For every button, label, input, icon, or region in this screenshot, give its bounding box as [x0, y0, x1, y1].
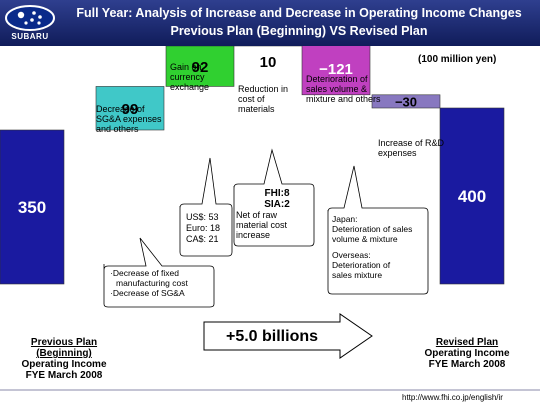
fx-callout-shape — [179, 157, 233, 257]
value-currency: 92 — [192, 59, 209, 76]
sales-callout-text: Japan: Deterioration of sales volume & m… — [332, 214, 413, 280]
value-rnd: −30 — [395, 94, 417, 109]
waterfall-chart: 350 99 92 10 −121 −30 400 — [0, 46, 540, 391]
pleiades-icon — [5, 5, 55, 31]
change-arrow-shape — [203, 313, 373, 359]
materials-callout-shape — [233, 148, 315, 247]
value-revised-plan: 400 — [458, 187, 486, 206]
revised-plan-label: Revised Plan Operating Income FYE March … — [424, 337, 510, 370]
footer-url[interactable]: http://www.fhi.co.jp/english/ir — [402, 393, 503, 402]
value-previous-plan: 350 — [18, 198, 46, 217]
bar-rnd — [371, 94, 441, 109]
materials-callout-text: FHI:8 SIA:2 Net of raw material cost inc… — [236, 188, 290, 240]
sales-callout-shape — [327, 165, 429, 295]
chart-title: Full Year: Analysis of Increase and Decr… — [76, 6, 522, 20]
bar-currency — [165, 46, 235, 87]
sga-callout-text: ·Decrease of fixed manufacturing cost ·D… — [110, 268, 188, 298]
total-change-label: +5.0 billions — [225, 328, 319, 345]
bar-sga — [95, 86, 165, 131]
previous-plan-label: Previous Plan (Beginning) Operating Inco… — [21, 337, 107, 381]
sga-callout-shape — [103, 237, 215, 308]
chart-subtitle: Previous Plan (Beginning) VS Revised Pla… — [170, 24, 428, 38]
label-currency: Gain on currency exchange — [170, 62, 210, 92]
value-sales: −121 — [319, 61, 353, 78]
value-materials: 10 — [260, 54, 277, 71]
label-sales: Deterioration of sales volume & mixture … — [306, 74, 381, 104]
bar-sales — [301, 46, 371, 96]
subaru-logo: SUBARU — [4, 4, 56, 42]
fx-callout-text: US$: 53 Euro: 18 CA$: 21 — [186, 212, 221, 244]
bar-previous-plan — [0, 129, 65, 285]
label-materials: Reduction in cost of materials — [238, 84, 289, 114]
bar-revised-plan — [439, 107, 505, 285]
label-rnd: Increase of R&D expenses — [378, 138, 445, 158]
label-sga: Decrease of SG&A expenses and others — [96, 104, 162, 134]
unit-label: (100 million yen) — [418, 54, 497, 65]
logo-text: SUBARU — [11, 32, 49, 41]
value-sga: 99 — [122, 101, 139, 118]
header-banner: SUBARU Full Year: Analysis of Increase a… — [0, 0, 540, 46]
